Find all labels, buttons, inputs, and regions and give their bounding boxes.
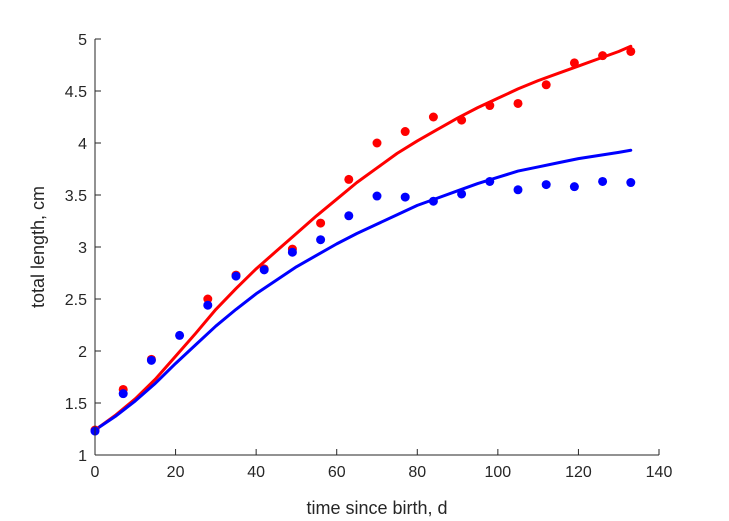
data-point [203, 294, 213, 304]
data-point [428, 112, 438, 122]
y-tick-label: 2 [78, 344, 87, 361]
fit-curve [93, 148, 633, 432]
x-ticks: 0 20 40 60 80 100 120 140 [91, 449, 673, 481]
data-point [569, 58, 579, 68]
data-point [344, 174, 354, 184]
data-point [541, 180, 551, 190]
data-point [316, 235, 326, 245]
data-point [231, 271, 241, 281]
data-point [372, 191, 382, 201]
data-point [569, 182, 579, 192]
data-point [259, 265, 269, 275]
x-axis-title: time since birth, d [306, 498, 447, 518]
data-point [316, 218, 326, 228]
y-tick-label: 2.5 [65, 292, 87, 309]
y-axis-title: total length, cm [28, 186, 48, 308]
x-tick-label: 80 [408, 464, 426, 481]
x-tick-label: 100 [485, 464, 512, 481]
data-point [287, 247, 297, 257]
data-point [146, 355, 156, 365]
fit-curve [93, 44, 633, 432]
data-point [175, 330, 185, 340]
data-point [626, 178, 636, 188]
data-point [118, 389, 128, 399]
data-point [541, 80, 551, 90]
y-tick-label: 5 [78, 32, 87, 49]
y-tick-label: 1.5 [65, 396, 87, 413]
data-point [626, 46, 636, 56]
y-tick-label: 3 [78, 240, 87, 257]
data-point [598, 176, 608, 186]
x-tick-label: 0 [91, 464, 100, 481]
data-point [400, 192, 410, 202]
data-point [485, 176, 495, 186]
data-point [372, 138, 382, 148]
series-layer [90, 44, 636, 436]
x-tick-label: 40 [247, 464, 265, 481]
data-point [428, 196, 438, 206]
data-point [400, 127, 410, 137]
y-tick-label: 4 [78, 136, 87, 153]
y-ticks: 1 1.5 2 2.5 3 3.5 4 4.5 5 [65, 32, 101, 465]
x-tick-label: 140 [646, 464, 673, 481]
x-tick-label: 20 [167, 464, 185, 481]
x-tick-label: 60 [328, 464, 346, 481]
data-point [485, 101, 495, 111]
y-tick-label: 1 [78, 448, 87, 465]
axes-layer: 0 20 40 60 80 100 120 140 1 1.5 2 2.5 3 3.5 4 4.5 5 [65, 32, 673, 481]
data-point [457, 189, 467, 199]
data-point [513, 185, 523, 195]
x-tick-label: 120 [565, 464, 592, 481]
data-point [344, 211, 354, 221]
data-point [598, 51, 608, 61]
y-tick-label: 3.5 [65, 188, 87, 205]
y-tick-label: 4.5 [65, 84, 87, 101]
data-point [513, 98, 523, 108]
data-point [203, 300, 213, 310]
data-point [457, 115, 467, 125]
